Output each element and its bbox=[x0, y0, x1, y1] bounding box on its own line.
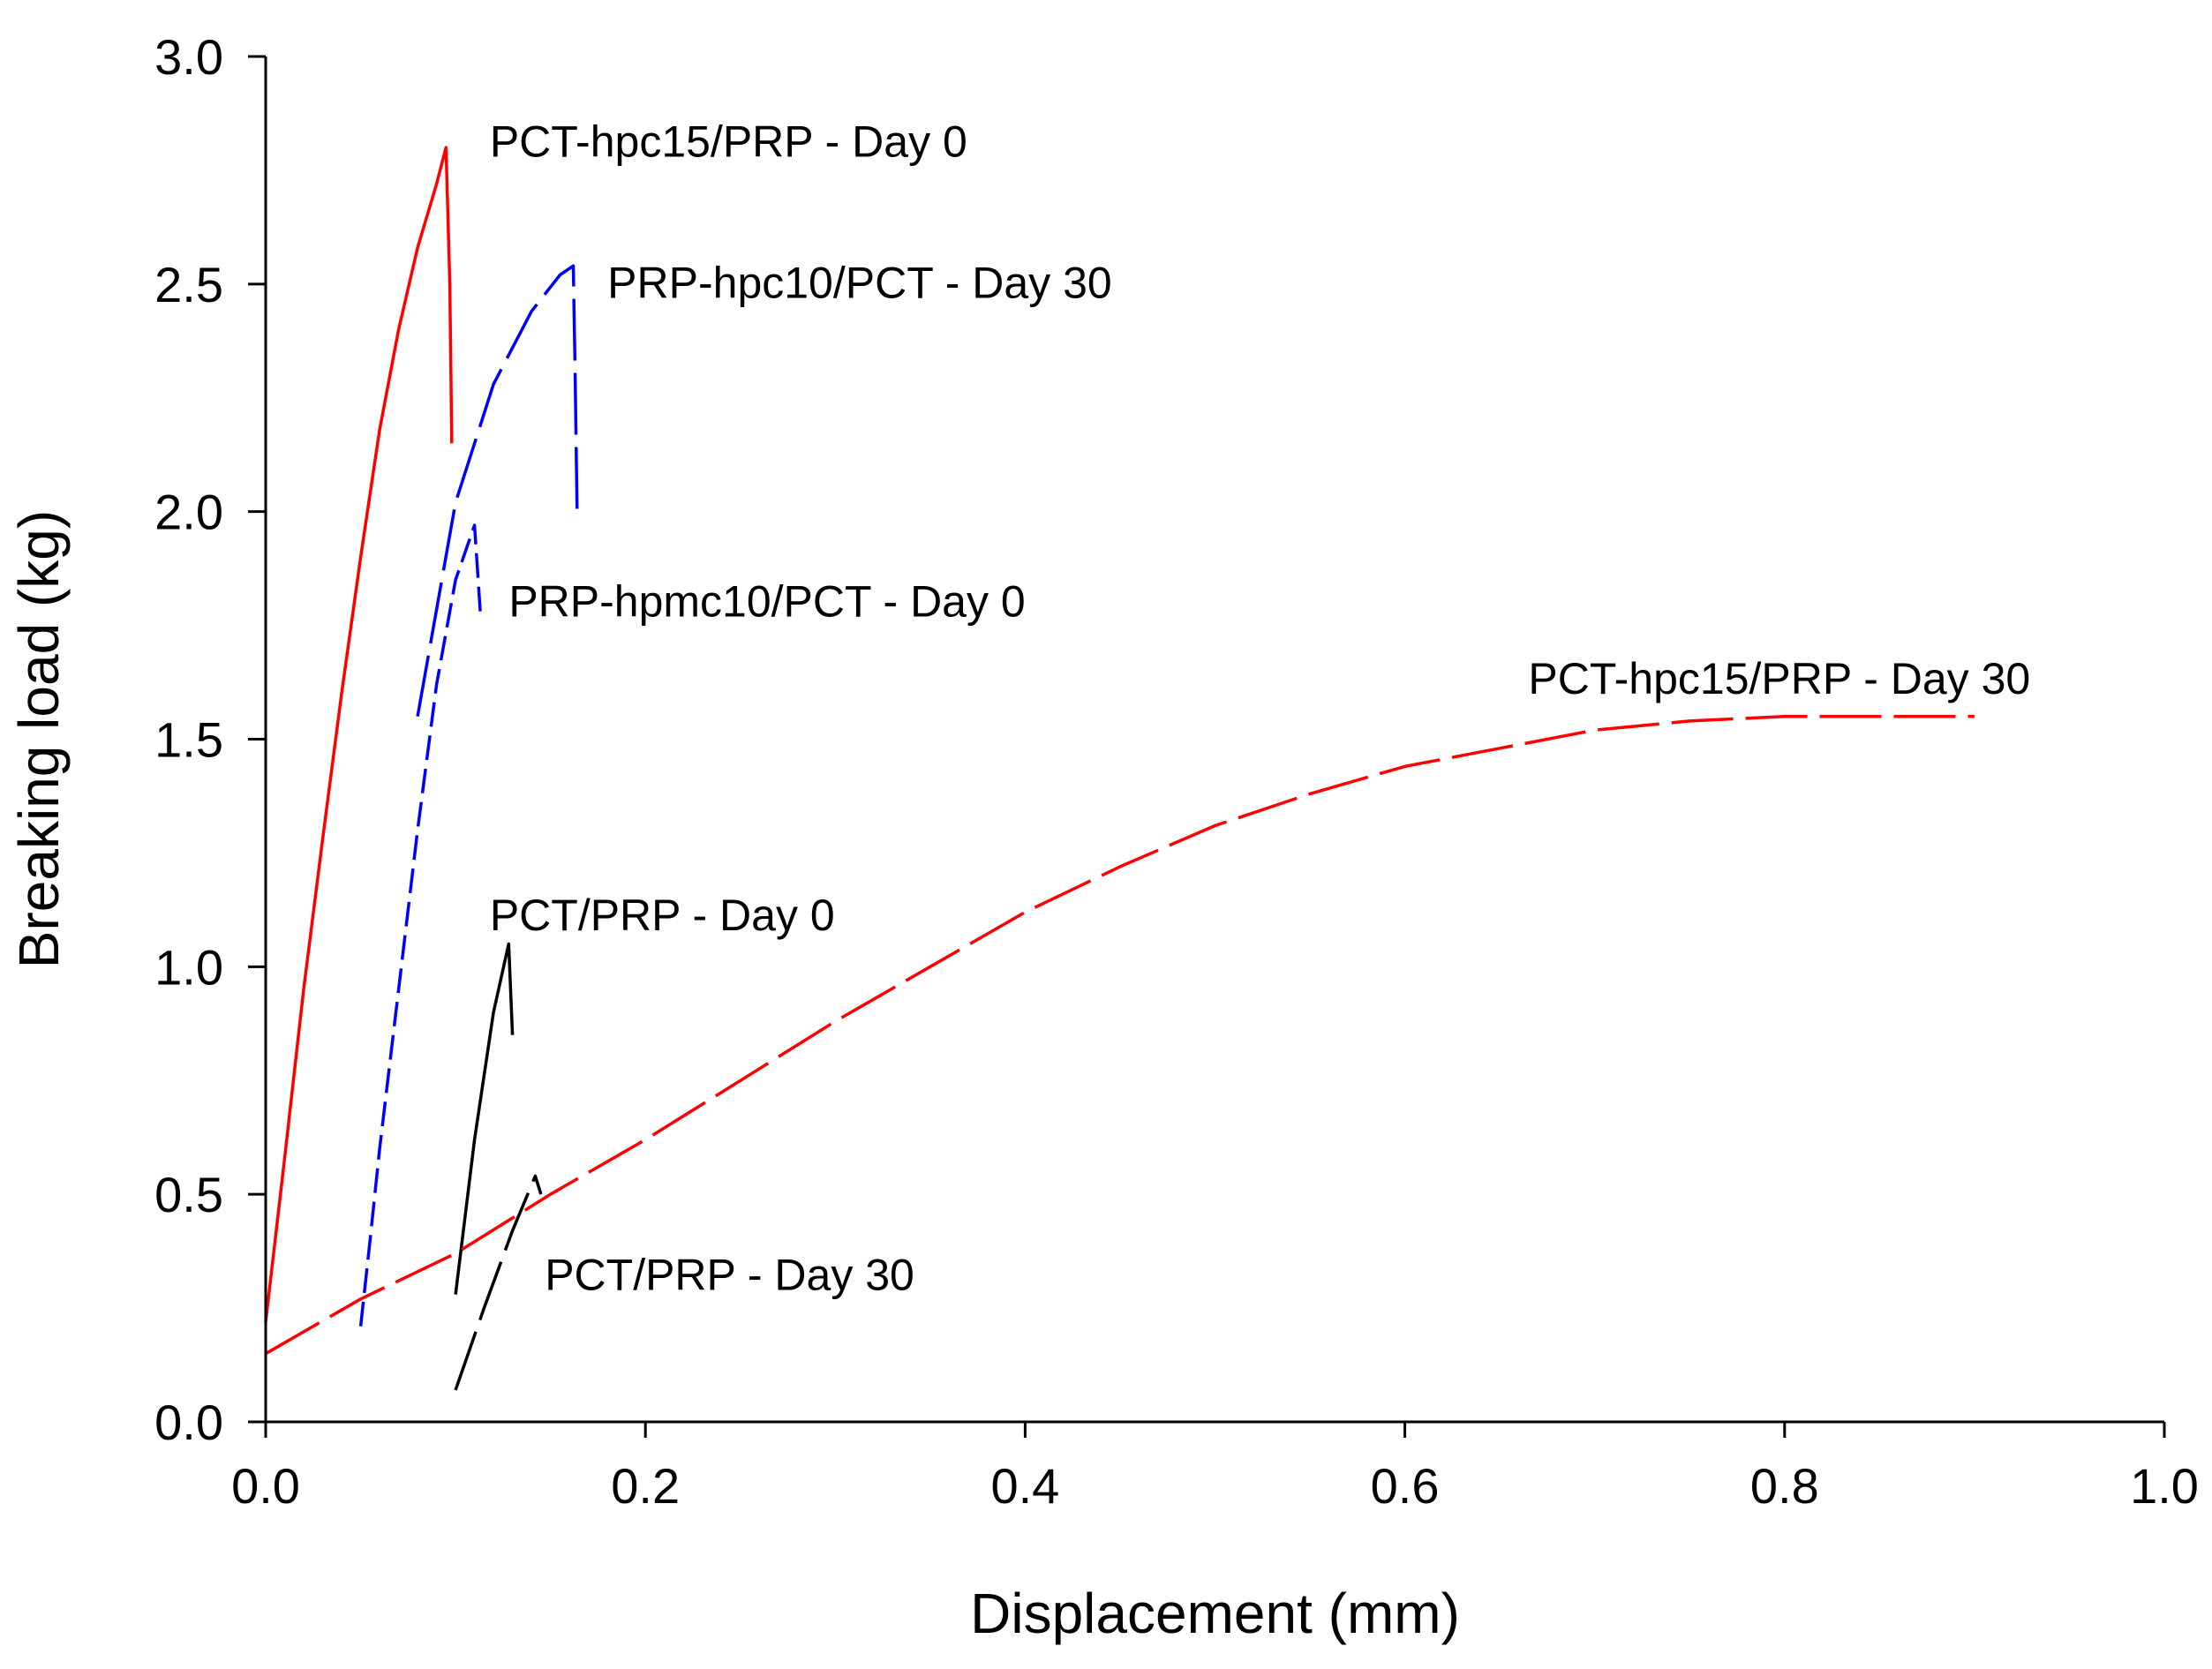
y-tick-label: 0.0 bbox=[154, 1395, 223, 1450]
series-line-0 bbox=[264, 146, 454, 1322]
series-label-1: PRP-hpc10/PCT - Day 30 bbox=[607, 258, 1112, 307]
y-tick-label: 3.0 bbox=[154, 29, 223, 85]
series-line-5 bbox=[265, 714, 1975, 1356]
y-tick-label: 2.0 bbox=[154, 485, 223, 540]
series-line-3 bbox=[454, 942, 515, 1295]
x-tick-label: 1.0 bbox=[2130, 1458, 2199, 1514]
y-tick-label: 0.5 bbox=[154, 1167, 223, 1222]
x-tick-label: 0.0 bbox=[231, 1458, 300, 1514]
x-tick-label: 0.8 bbox=[1750, 1458, 1819, 1514]
series-label-2: PRP-hpmc10/PCT - Day 0 bbox=[508, 576, 1025, 626]
axes-group bbox=[264, 56, 2164, 1424]
series-label-5: PCT-hpc15/PRP - Day 30 bbox=[1528, 654, 2030, 703]
y-ticks-group: 0.0 0.5 1.0 1.5 2.0 2.5 3.0 bbox=[154, 29, 266, 1450]
series-line-1 bbox=[416, 264, 579, 718]
series-labels-group: PCT-hpc15/PRP - Day 0 PRP-hpc10/PCT - Day… bbox=[490, 117, 2030, 1299]
x-tick-label: 0.6 bbox=[1371, 1458, 1440, 1514]
y-tick-label: 2.5 bbox=[154, 257, 223, 312]
plot-series-group bbox=[264, 146, 1975, 1391]
y-tick-label: 1.0 bbox=[154, 939, 223, 995]
y-axis-title: Breaking load (kg) bbox=[7, 510, 71, 968]
x-axis-title: Displacement (mm) bbox=[970, 1582, 1460, 1645]
series-label-4: PCT/PRP - Day 30 bbox=[545, 1250, 914, 1299]
series-label-0: PCT-hpc15/PRP - Day 0 bbox=[490, 117, 967, 166]
y-tick-label: 1.5 bbox=[154, 712, 223, 768]
series-line-2 bbox=[358, 523, 482, 1327]
x-tick-label: 0.4 bbox=[990, 1458, 1059, 1514]
series-line-4 bbox=[454, 1174, 543, 1391]
series-label-3: PCT/PRP - Day 0 bbox=[490, 891, 835, 940]
x-tick-label: 0.2 bbox=[611, 1458, 680, 1514]
x-ticks-group: 0.0 0.2 0.4 0.6 0.8 1.0 bbox=[231, 1422, 2199, 1514]
